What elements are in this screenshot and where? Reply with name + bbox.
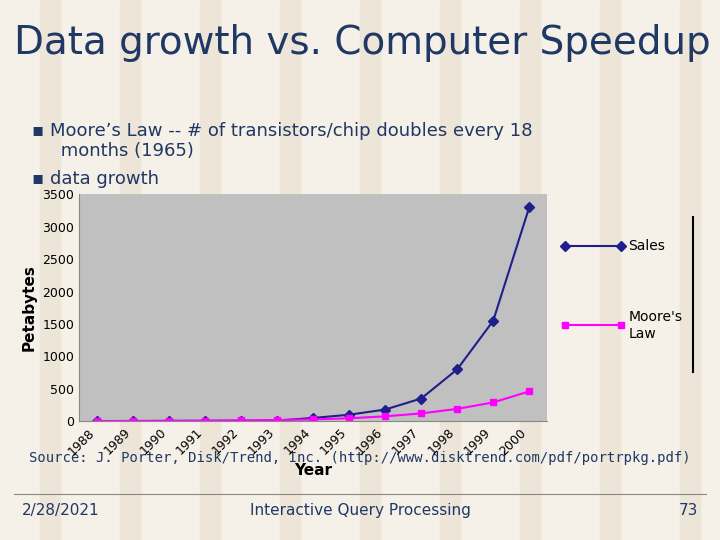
Sales: [129, 418, 138, 424]
Sales: [453, 366, 462, 373]
Text: Source: J. Porter, Disk/Trend, Inc. (http://www.disktrend.com/pdf/portrpkg.pdf): Source: J. Porter, Disk/Trend, Inc. (htt…: [29, 451, 690, 465]
Moore's
Law: [93, 418, 102, 424]
Sales: [165, 418, 174, 424]
Sales: [93, 418, 102, 424]
Moore's
Law: [345, 415, 354, 422]
X-axis label: Year: Year: [294, 463, 332, 478]
Sales: [417, 395, 426, 402]
Line: Sales: Sales: [94, 204, 533, 424]
Text: ▪ data growth: ▪ data growth: [32, 170, 159, 188]
Moore's
Law: [165, 417, 174, 424]
Sales: [273, 417, 282, 424]
Text: Interactive Query Processing: Interactive Query Processing: [250, 503, 470, 518]
Sales: [309, 415, 318, 421]
Sales: [201, 417, 210, 424]
Sales: [525, 204, 534, 211]
Text: Data growth vs. Computer Speedup: Data growth vs. Computer Speedup: [14, 24, 711, 62]
Moore's
Law: [129, 418, 138, 424]
Sales: [237, 417, 246, 424]
Moore's
Law: [201, 417, 210, 424]
Moore's
Law: [453, 406, 462, 412]
Moore's
Law: [381, 413, 390, 420]
Moore's
Law: [417, 410, 426, 417]
Sales: [381, 406, 390, 413]
Moore's
Law: [525, 388, 534, 395]
Moore's
Law: [309, 416, 318, 423]
Text: ▪ Moore’s Law -- # of transistors/chip doubles every 18
     months (1965): ▪ Moore’s Law -- # of transistors/chip d…: [32, 122, 533, 160]
Moore's
Law: [237, 417, 246, 423]
Sales: [489, 318, 498, 324]
Moore's
Law: [273, 417, 282, 423]
Text: 73: 73: [679, 503, 698, 518]
Y-axis label: Petabytes: Petabytes: [22, 265, 37, 351]
Moore's
Law: [489, 399, 498, 406]
Text: Moore's
Law: Moore's Law: [628, 310, 683, 341]
Sales: [345, 411, 354, 418]
Line: Moore's
Law: Moore's Law: [94, 388, 533, 424]
Text: 2/28/2021: 2/28/2021: [22, 503, 99, 518]
Text: Sales: Sales: [628, 239, 665, 253]
